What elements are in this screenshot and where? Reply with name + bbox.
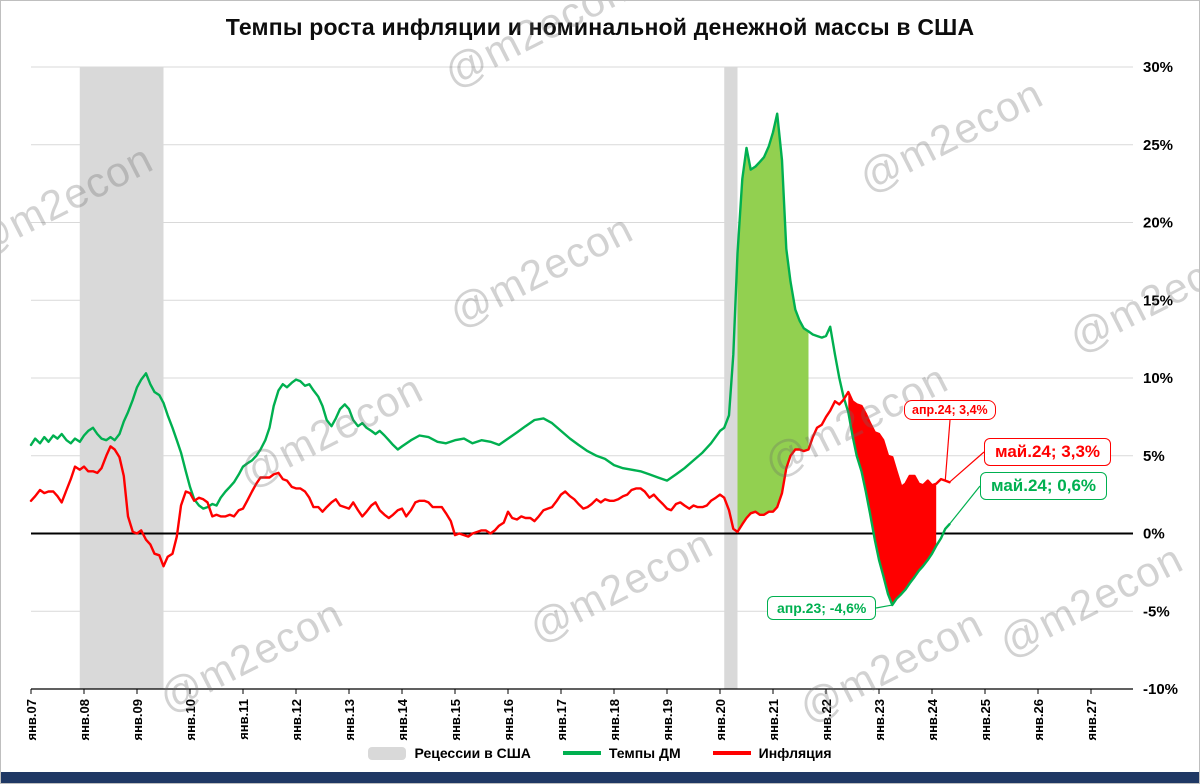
y-tick-label: 5% — [1143, 448, 1165, 465]
x-tick-label: янв.10 — [183, 699, 198, 741]
legend-label-money: Темпы ДМ — [608, 745, 681, 761]
x-tick-label: янв.22 — [819, 699, 834, 741]
legend-item-recessions: Рецессии в США — [368, 745, 531, 761]
x-tick-label: янв.12 — [289, 699, 304, 741]
recession-swatch — [368, 746, 407, 760]
money-growth-excess-fill — [737, 113, 809, 532]
money-supply-line — [29, 112, 951, 607]
money-line-swatch — [562, 751, 601, 755]
y-tick-label: 0% — [1143, 526, 1165, 543]
x-tick-label: янв.13 — [342, 699, 357, 741]
x-tick-label: янв.25 — [978, 699, 993, 741]
x-tick-label: янв.23 — [872, 699, 887, 741]
y-tick-label: 30% — [1143, 59, 1173, 76]
y-tick-label: 25% — [1143, 137, 1173, 154]
y-tick-label: 20% — [1143, 215, 1173, 232]
legend-item-money: Темпы ДМ — [562, 745, 681, 761]
x-tick-label: янв.27 — [1084, 699, 1099, 741]
x-tick-label: янв.19 — [660, 699, 675, 741]
chart-title: Темпы роста инфляции и номинальной денеж… — [225, 14, 975, 40]
inflation-line — [29, 390, 951, 568]
footer-bar — [1, 772, 1199, 783]
x-tick-label: янв.11 — [236, 699, 251, 740]
x-tick-label: янв.09 — [130, 699, 145, 741]
x-tick-label: янв.08 — [77, 699, 92, 741]
x-tick-label: янв.24 — [925, 698, 940, 740]
inflation-line-swatch — [712, 751, 751, 755]
x-tick-label: янв.20 — [713, 699, 728, 741]
x-tick-label: янв.18 — [607, 699, 622, 741]
inflation-excess-fill — [848, 392, 937, 605]
legend-label-inflation: Инфляция — [758, 745, 832, 761]
x-tick-label: янв.07 — [24, 699, 39, 741]
y-tick-label: -10% — [1143, 681, 1178, 698]
x-tick-label: янв.14 — [395, 698, 410, 740]
y-tick-label: 15% — [1143, 292, 1173, 309]
x-tick-label: янв.21 — [766, 699, 781, 741]
x-tick-label: янв.17 — [554, 699, 569, 741]
y-tick-label: -5% — [1143, 603, 1170, 620]
legend-item-inflation: Инфляция — [712, 745, 832, 761]
legend-label-recessions: Рецессии в США — [414, 745, 531, 761]
x-tick-label: янв.16 — [501, 699, 516, 741]
x-tick-label: янв.26 — [1031, 699, 1046, 741]
x-tick-label: янв.15 — [448, 699, 463, 741]
y-tick-label: 10% — [1143, 370, 1173, 387]
chart-legend: Рецессии в США Темпы ДМ Инфляция — [1, 745, 1199, 761]
